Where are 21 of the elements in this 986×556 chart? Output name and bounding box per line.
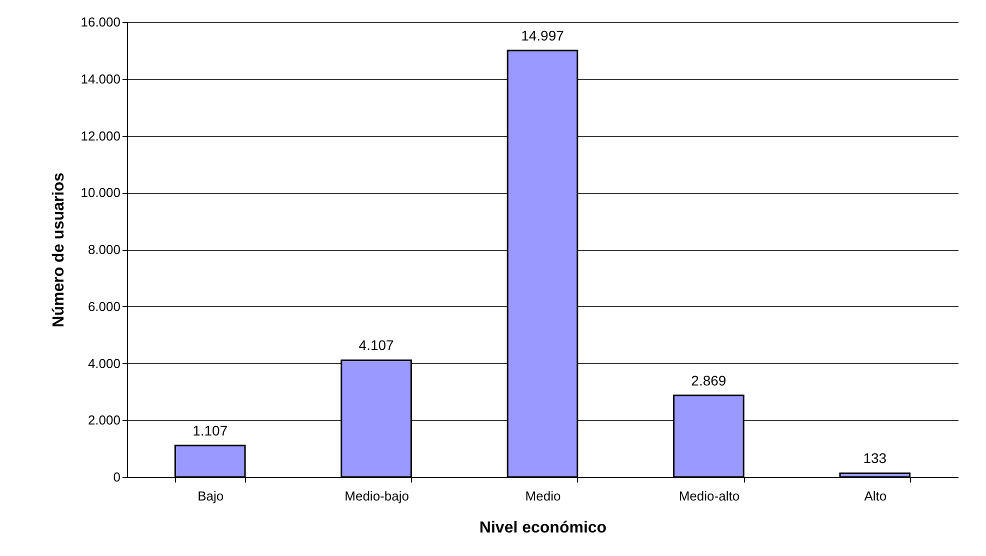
x-tick-label: Medio xyxy=(525,488,561,504)
x-tick-label: Medio-bajo xyxy=(344,488,409,504)
y-tick-label: 0 xyxy=(113,470,120,484)
data-label: 133 xyxy=(863,450,887,466)
x-tick-label: Alto xyxy=(864,488,887,504)
y-tick-label: 8.000 xyxy=(88,242,120,257)
y-axis-title: Número de usuarios xyxy=(50,172,68,328)
x-tick-label: Medio-alto xyxy=(678,488,740,504)
y-tick-label: 16.000 xyxy=(80,14,120,30)
x-axis-title: Nivel económico xyxy=(479,520,607,536)
y-tick-label: 10.000 xyxy=(80,185,120,200)
data-label: 14.997 xyxy=(521,28,564,44)
data-label: 2.869 xyxy=(691,372,726,388)
x-tick-label: Bajo xyxy=(198,488,224,504)
y-tick-label: 2.000 xyxy=(88,412,120,428)
y-tick-label: 12.000 xyxy=(80,128,120,144)
y-tick-label: 6.000 xyxy=(88,298,120,314)
y-tick-label: 14.000 xyxy=(80,71,120,86)
y-tick-label: 4.000 xyxy=(88,356,120,371)
data-label: 4.107 xyxy=(358,337,394,354)
data-label: 1.107 xyxy=(192,422,228,439)
